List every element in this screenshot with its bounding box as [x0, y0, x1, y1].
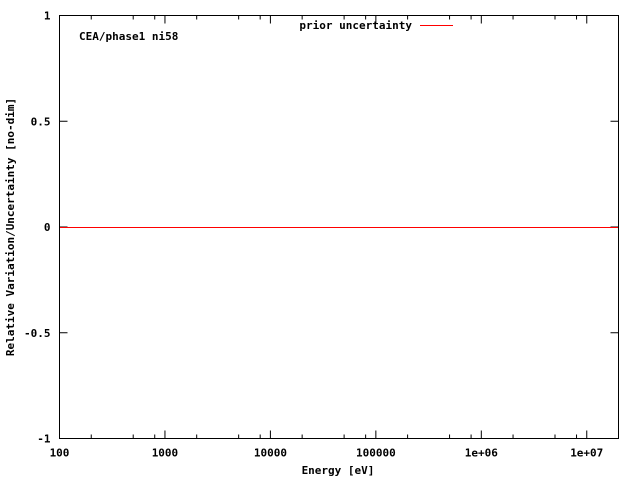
y-tick-label: -0.5: [24, 327, 51, 340]
x-tick-label: 1e+07: [570, 447, 603, 460]
plot-frame: [59, 15, 619, 439]
y-tick-label: 0.5: [31, 115, 51, 128]
x-tick-label: 100000: [356, 447, 396, 460]
x-axis-label: Energy [eV]: [302, 464, 375, 477]
annotation: CEA/phase1 ni58: [79, 30, 178, 43]
y-tick-label: 0: [44, 221, 51, 234]
y-tick-label: 1: [44, 10, 51, 23]
x-tick-label: 10000: [254, 447, 287, 460]
x-tick-label: 1e+06: [465, 447, 498, 460]
legend-label: prior uncertainty: [299, 19, 412, 32]
x-tick-label: 100: [50, 447, 70, 460]
y-tick-label: -1: [37, 433, 51, 446]
x-tick-label: 1000: [152, 447, 179, 460]
ticks: 100 1000 10000 100000 1e+06 1e+07 -1 -0.5 0 0.5 1: [24, 10, 619, 460]
y-axis-label: Relative Variation/Uncertainty [no-dim]: [4, 98, 17, 356]
